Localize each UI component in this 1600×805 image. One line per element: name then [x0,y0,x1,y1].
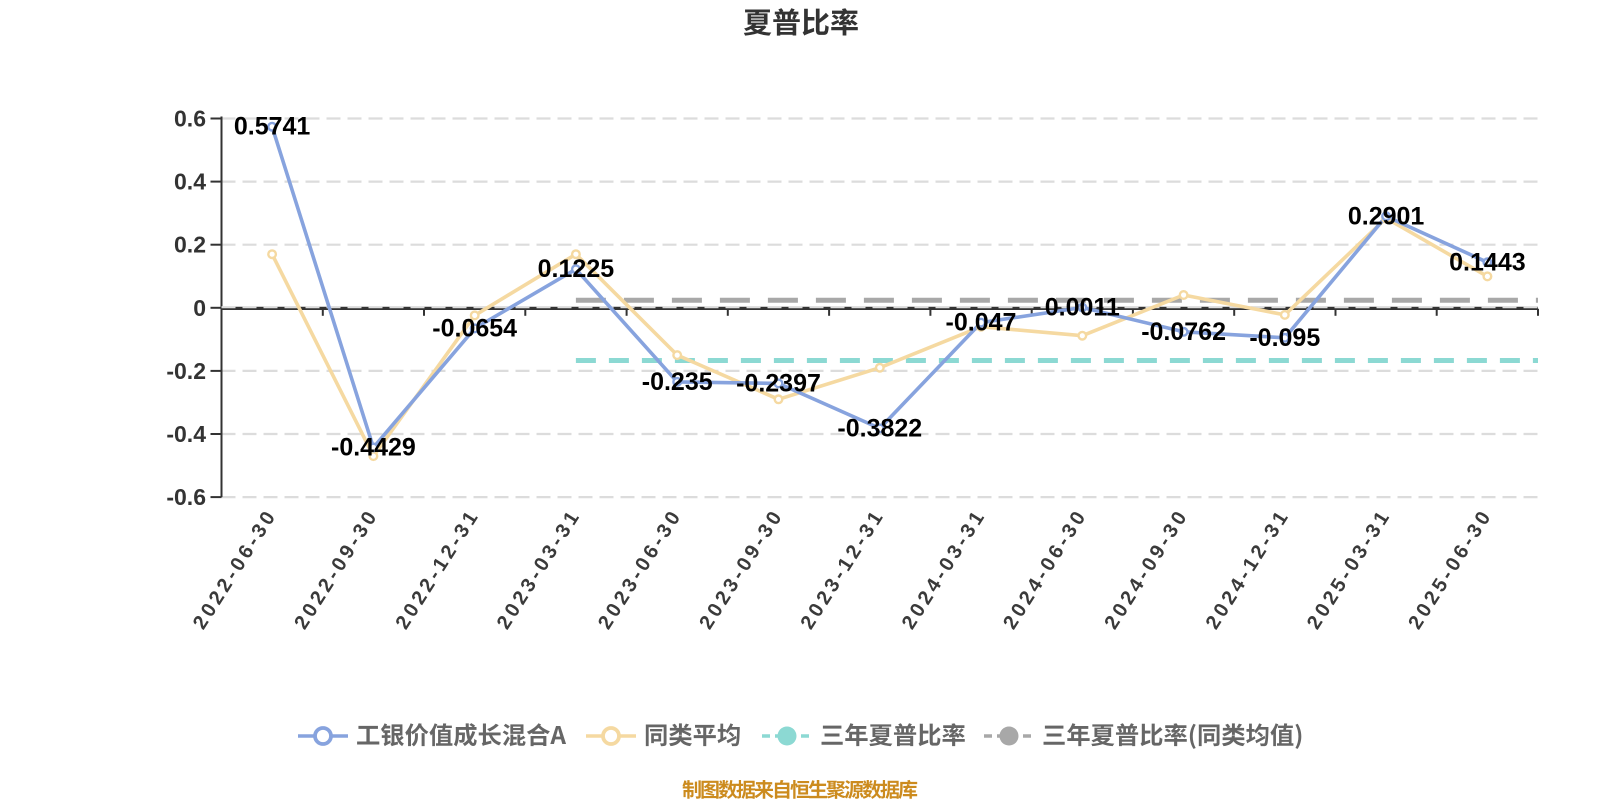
svg-text:0.6: 0.6 [174,106,206,132]
svg-text:0.5741: 0.5741 [234,113,311,141]
svg-text:-0.4: -0.4 [166,421,206,447]
svg-text:-0.3822: -0.3822 [837,414,922,442]
svg-text:0.4: 0.4 [174,169,206,195]
svg-text:2023-03-31: 2023-03-31 [493,505,586,633]
svg-text:0.2901: 0.2901 [1348,202,1425,230]
svg-text:0: 0 [193,295,206,321]
svg-text:-0.095: -0.095 [1249,324,1320,352]
svg-text:2023-09-30: 2023-09-30 [695,505,788,633]
svg-text:2024-09-30: 2024-09-30 [1100,505,1193,633]
svg-text:2024-06-30: 2024-06-30 [999,505,1092,633]
svg-text:0.1443: 0.1443 [1449,248,1525,276]
svg-text:0.1225: 0.1225 [538,255,615,283]
svg-text:0.2: 0.2 [174,232,206,258]
svg-text:2023-12-31: 2023-12-31 [797,505,890,633]
svg-text:-0.0762: -0.0762 [1141,318,1226,346]
svg-text:2025-06-30: 2025-06-30 [1404,505,1497,633]
svg-text:2022-06-30: 2022-06-30 [189,505,282,633]
svg-text:-0.0654: -0.0654 [432,314,517,342]
svg-text:-0.235: -0.235 [642,368,713,396]
svg-text:-0.047: -0.047 [946,309,1017,337]
svg-text:2022-12-31: 2022-12-31 [392,505,485,633]
svg-text:2023-06-30: 2023-06-30 [594,505,687,633]
svg-text:-0.2: -0.2 [166,358,206,384]
svg-text:2024-03-31: 2024-03-31 [898,505,991,633]
svg-text:-0.2397: -0.2397 [736,369,821,397]
svg-text:2022-09-30: 2022-09-30 [290,505,383,633]
svg-text:2025-03-31: 2025-03-31 [1303,505,1396,633]
svg-text:-0.4429: -0.4429 [331,434,416,462]
svg-text:0.0011: 0.0011 [1045,294,1120,322]
svg-text:-0.6: -0.6 [166,484,206,510]
svg-text:2024-12-31: 2024-12-31 [1202,505,1295,633]
